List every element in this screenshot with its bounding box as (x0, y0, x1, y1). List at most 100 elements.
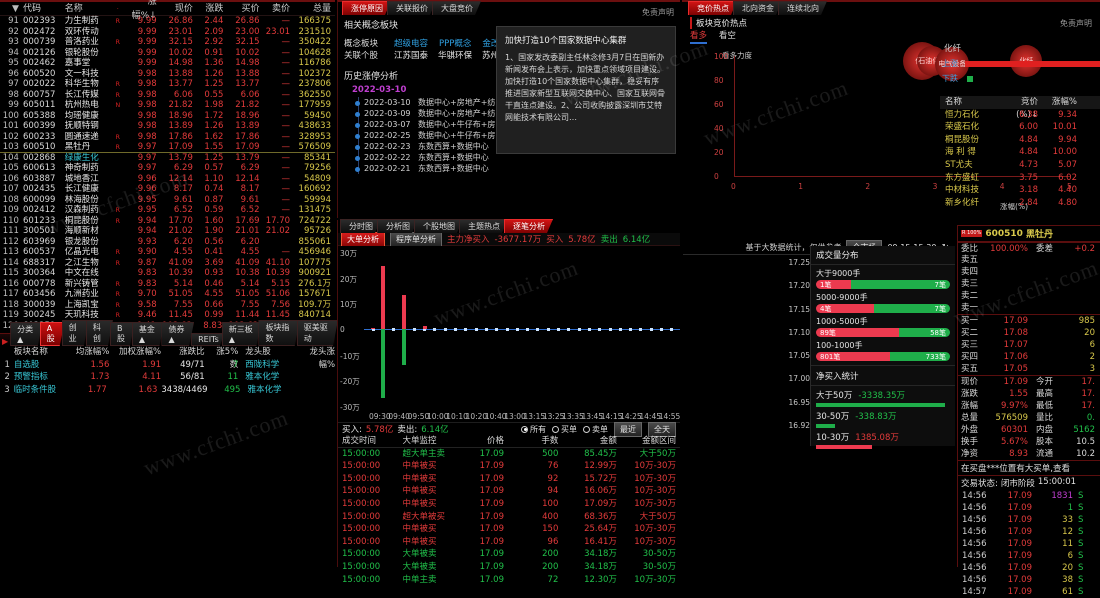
table-row[interactable]: 15:00:00 超大单被买 17.09 400 68.36万 大于50万 (338, 511, 680, 524)
table-row[interactable]: 101 600399 抚顺特钢 9.98 13.89 1.26 13.89 — 438633 (0, 121, 335, 132)
order-book-bid-row[interactable]: 买五 17.05 3 (958, 363, 1100, 375)
table-row[interactable]: 103 600510 黑牡丹 R 9.97 17.09 1.55 17.09 — 576509 (0, 142, 335, 153)
table-row[interactable]: 15:00:00 中单被买 17.09 94 16.06万 10万-30万 (338, 485, 680, 498)
table-row[interactable]: 15:00:00 中单被买 17.09 150 25.64万 10万-30万 (338, 523, 680, 536)
hot-col-pct[interactable]: 涨幅% (1051, 97, 1077, 107)
table-row[interactable]: 91 002393 力生制药 R 9.99 26.86 2.44 26.86 — 166375 (0, 16, 335, 27)
col-bid[interactable]: 买价 (241, 3, 260, 14)
col-volume[interactable]: 总量 (312, 3, 331, 14)
tx-col-type[interactable]: 大单监控 (402, 436, 437, 446)
timeline-item[interactable]: 2022-03-07 数据中心+牛仔布+房 (352, 119, 680, 130)
table-row[interactable]: 15:00:00 中单被买 17.09 92 15.72万 10万-30万 (338, 473, 680, 486)
table-row[interactable]: 15:00:00 超大单主卖 17.09 500 85.45万 大于50万 (338, 448, 680, 461)
sector-tab-REITs[interactable]: REITs (191, 333, 225, 346)
table-row[interactable]: 108 600099 林海股份 9.95 9.61 0.87 9.61 — 59994 (0, 195, 335, 206)
sector-tab-分类▲[interactable]: 分类▲ (10, 322, 43, 346)
sector-tab-创业[interactable]: 创业 (62, 320, 89, 346)
table-row[interactable]: 95 002462 嘉事堂 9.99 14.98 1.36 14.98 — 116786 (0, 58, 335, 69)
table-row[interactable]: 106 603887 城地香江 9.96 12.14 1.10 12.14 — 54809 (0, 174, 335, 185)
timeline-item[interactable]: 2022-02-21 东数西算+数据中心 (352, 163, 680, 174)
radio-sell[interactable]: 卖单 (583, 424, 608, 435)
tab-个股地图[interactable]: 个股地图 (414, 219, 463, 233)
concept-link[interactable]: 金改 (482, 39, 500, 49)
tab-大盘竞价[interactable]: 大盘竞价 (432, 1, 481, 15)
table-row[interactable]: 15:00:00 中单被买 17.09 76 12.99万 10万-30万 (338, 460, 680, 473)
table-row[interactable]: 112 603969 银龙股份 9.93 6.20 0.56 6.20 855061 (0, 237, 335, 248)
timeline-item[interactable]: 2022-03-09 数据中心+房地产+纺 (352, 108, 680, 119)
table-row[interactable]: 105 600613 神奇制药 9.97 6.29 0.57 6.29 — 79256 (0, 163, 335, 174)
hot-col-bid[interactable]: 竞价(%)↓ (1016, 97, 1038, 120)
sector-tab-A股[interactable]: A股 (40, 322, 65, 346)
table-row[interactable]: 桐昆股份 4.84 9.94 (940, 134, 1100, 147)
table-row[interactable]: 114 688317 之江生物 R 9.87 41.09 3.69 41.09 41.10 107… (0, 258, 335, 269)
table-row[interactable]: 1 自选股 1.56 1.91 49/71 7 西陇科学 (0, 359, 335, 372)
order-book-bid-row[interactable]: 买一 17.09 985 (958, 315, 1100, 327)
sector-col-count[interactable]: 涨5%数 (216, 347, 239, 370)
tx-col-time[interactable]: 成交时间 (342, 436, 377, 446)
table-row[interactable]: 93 000739 普洛药业 R 9.99 32.15 2.92 32.15 — 350422 (0, 37, 335, 48)
table-row[interactable]: ST尤夫 4.73 5.07 (940, 159, 1100, 172)
sector-col-avg[interactable]: 均涨幅% (75, 347, 110, 357)
order-book-ask-row[interactable]: 卖二 (958, 290, 1100, 302)
sector-col-leaderpct[interactable]: 龙头涨幅% (309, 347, 336, 370)
tab-分时图[interactable]: 分时图 (340, 219, 381, 233)
order-book-ask-row[interactable]: 卖五 (958, 254, 1100, 266)
col-code[interactable]: 代码 (22, 3, 41, 14)
order-book-bid-row[interactable]: 买三 17.07 6 (958, 339, 1100, 351)
table-row[interactable]: 新乡化纤 2.84 4.80 (940, 197, 1100, 210)
tab-竞价热点[interactable]: 竞价热点 (688, 1, 737, 15)
tab-主题热点[interactable]: 主题热点 (459, 219, 508, 233)
table-row[interactable]: 恒力石化 6.38 9.34 (940, 109, 1100, 122)
table-row[interactable]: 东方盛虹 3.75 6.02 (940, 172, 1100, 185)
col-sort-icon[interactable]: ▼ (12, 3, 19, 14)
tx-col-hand[interactable]: 手数 (541, 436, 559, 446)
table-row[interactable]: 15:00:00 中单被买 17.09 96 16.41万 10万-30万 (338, 536, 680, 549)
table-row[interactable]: 113 600537 亿晶光电 R 9.90 4.55 0.41 4.55 — 456946 (0, 247, 335, 258)
tx-col-price[interactable]: 价格 (486, 436, 504, 446)
order-book-bid-row[interactable]: 买四 17.06 2 (958, 351, 1100, 363)
table-row[interactable]: 15:00:00 大单被卖 17.09 200 34.18万 30-50万 (338, 548, 680, 561)
table-row[interactable]: 100 605388 均瑶健康 9.98 18.96 1.72 18.96 — 59450 (0, 111, 335, 122)
sector-tab-驱美驱动[interactable]: 驱美驱动 (297, 320, 338, 346)
toggle-short[interactable]: 看空 (718, 31, 736, 41)
tx-col-amount[interactable]: 金额 (599, 436, 617, 446)
toggle-long[interactable]: 看多 (690, 31, 708, 44)
allday-button[interactable]: 全天 (648, 421, 676, 437)
sector-col-name[interactable]: 板块名称 (13, 347, 48, 357)
big-order-alert[interactable]: 在买盘***位置有大买单,查看 (958, 460, 1100, 475)
col-ask[interactable]: 卖价 (272, 3, 291, 14)
big-order-analysis-button[interactable]: 大单分析 (341, 231, 385, 247)
table-row[interactable]: 94 002126 银轮股份 9.99 10.02 0.91 10.02 — 104628 (0, 48, 335, 59)
table-row[interactable]: 15:00:00 中单被买 17.09 100 17.09万 10万-30万 (338, 498, 680, 511)
sector-tab-科创[interactable]: 科创 (86, 320, 113, 346)
net-flow-chart[interactable]: 30万 20万 10万 0 -10万 -20万 -30万 09:30 09:40 09:50 10:… (338, 246, 680, 422)
tab-关联报价[interactable]: 关联报价 (387, 1, 436, 15)
sector-tab-基金▲[interactable]: 基金▲ (132, 322, 165, 346)
timeline-item[interactable]: 2022-02-23 东数西算+数据中心 (352, 141, 680, 152)
order-book-ask-row[interactable]: 卖三 (958, 278, 1100, 290)
table-row[interactable]: 109 002412 汉森制药 R 9.95 6.52 0.59 6.52 — 131475 (0, 205, 335, 216)
col-name[interactable]: 名称 (64, 3, 83, 14)
tab-分析图[interactable]: 分析图 (377, 219, 418, 233)
hot-col-name[interactable]: 名称 (945, 97, 963, 107)
table-row[interactable]: 119 300245 天玑科技 R 9.46 11.45 0.99 11.44 11.45 840… (0, 310, 335, 321)
related-stock-link[interactable]: 华骐环保 (438, 51, 473, 61)
col-price[interactable]: 现价 (174, 3, 193, 14)
sector-col-ratio[interactable]: 涨跌比 (179, 347, 205, 357)
concept-link[interactable]: PPP概念 (439, 39, 472, 49)
table-row[interactable]: 荣盛石化 6.00 10.01 (940, 121, 1100, 134)
table-row[interactable]: 117 603456 九洲药业 R 9.70 51.05 4.55 51.05 51.06 157… (0, 289, 335, 300)
table-row[interactable]: 98 600757 长江传媒 R 9.98 6.06 0.55 6.06 — 362550 (0, 90, 335, 101)
radio-all[interactable]: 所有 (521, 424, 546, 435)
scroll-right-icon[interactable]: ▶ (2, 337, 9, 346)
hot-disclaimer[interactable]: 免责声明 (1060, 19, 1092, 28)
table-row[interactable]: 99 605011 杭州热电 N 9.98 21.82 1.98 21.82 — 177959 (0, 100, 335, 111)
col-pct[interactable]: 涨幅%↓ (131, 0, 157, 21)
sector-tab-债券▲[interactable]: 债券▲ (161, 322, 194, 346)
table-row[interactable]: 110 601233 桐昆股份 R 9.94 17.70 1.60 17.69 17.70 724… (0, 216, 335, 227)
order-book-ask-row[interactable]: 卖一 (958, 302, 1100, 314)
table-row[interactable]: 海 利 得 4.84 10.00 (940, 146, 1100, 159)
table-row[interactable]: 118 300039 上海凯宝 R 9.58 7.55 0.66 7.55 7.56 109.7万 (0, 300, 335, 311)
table-row[interactable]: 97 002022 科华生物 R 9.98 13.77 1.25 13.77 — 237806 (0, 79, 335, 90)
recent-button[interactable]: 最近 (614, 421, 642, 437)
